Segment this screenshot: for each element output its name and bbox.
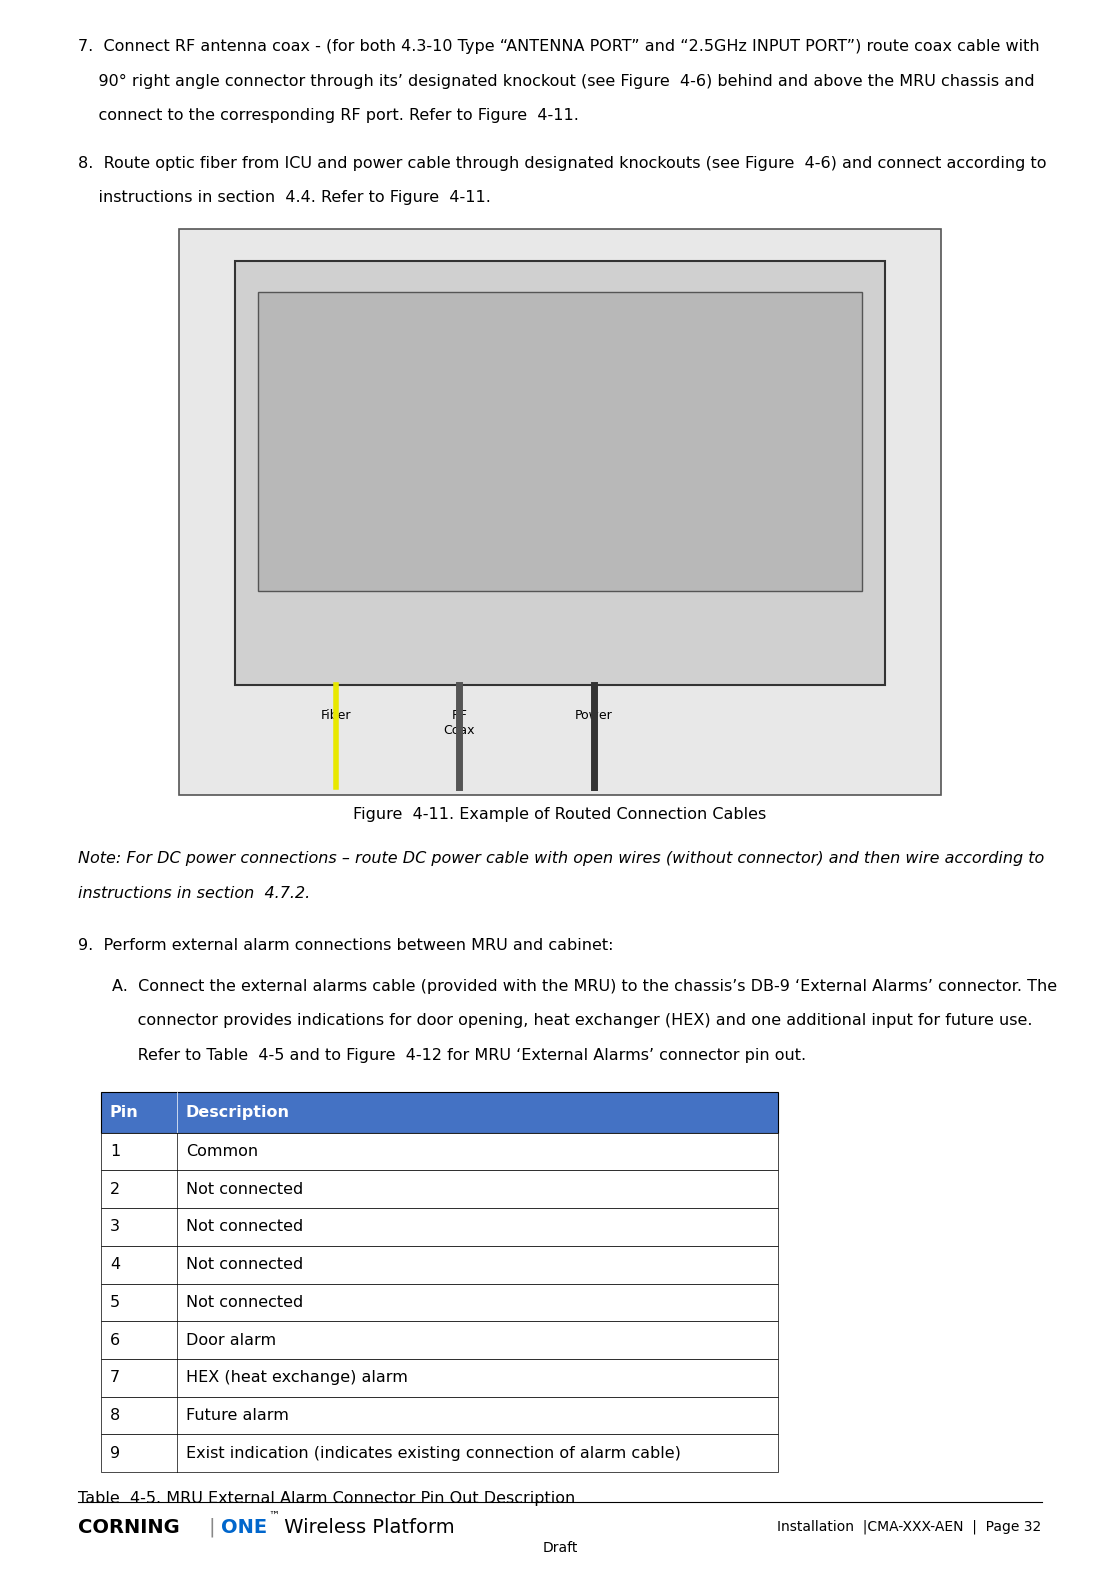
Text: instructions in section  4.7.2.: instructions in section 4.7.2.: [78, 886, 310, 902]
Text: ONE: ONE: [221, 1518, 267, 1536]
Bar: [101, 1092, 778, 1133]
Text: connector provides indications for door opening, heat exchanger (HEX) and one ad: connector provides indications for door …: [112, 1013, 1033, 1029]
Text: 4: 4: [110, 1257, 120, 1273]
Text: A.  Connect the external alarms cable (provided with the MRU) to the chassis’s D: A. Connect the external alarms cable (pr…: [112, 979, 1057, 994]
Text: Draft: Draft: [542, 1541, 578, 1555]
Text: Table  4-5. MRU External Alarm Connector Pin Out Description: Table 4-5. MRU External Alarm Connector …: [78, 1491, 576, 1507]
Bar: [258, 292, 862, 591]
Text: 9: 9: [110, 1445, 120, 1461]
Text: 1: 1: [110, 1144, 120, 1159]
Text: HEX (heat exchange) alarm: HEX (heat exchange) alarm: [186, 1370, 408, 1386]
Text: Description: Description: [186, 1104, 290, 1120]
Bar: [235, 261, 885, 685]
Text: Exist indication (indicates existing connection of alarm cable): Exist indication (indicates existing con…: [186, 1445, 681, 1461]
Text: Future alarm: Future alarm: [186, 1408, 289, 1423]
Text: Figure  4-11. Example of Routed Connection Cables: Figure 4-11. Example of Routed Connectio…: [354, 807, 766, 823]
Text: 2: 2: [110, 1181, 120, 1197]
Text: connect to the corresponding RF port. Refer to Figure  4-11.: connect to the corresponding RF port. Re…: [78, 108, 579, 124]
Bar: [101, 1397, 778, 1434]
Text: 3: 3: [110, 1219, 120, 1235]
Text: Fiber: Fiber: [320, 709, 352, 721]
Text: Common: Common: [186, 1144, 258, 1159]
Text: Note: For DC power connections – route DC power cable with open wires (without c: Note: For DC power connections – route D…: [78, 851, 1045, 867]
Text: 7.  Connect RF antenna coax - (for both 4.3-10 Type “ANTENNA PORT” and “2.5GHz I: 7. Connect RF antenna coax - (for both 4…: [78, 39, 1040, 55]
Text: 7: 7: [110, 1370, 120, 1386]
Text: 6: 6: [110, 1332, 120, 1348]
Bar: [101, 1133, 778, 1170]
Text: instructions in section  4.4. Refer to Figure  4-11.: instructions in section 4.4. Refer to Fi…: [78, 190, 492, 206]
Bar: [101, 1246, 778, 1284]
Text: Wireless Platform: Wireless Platform: [278, 1518, 455, 1536]
Text: 8: 8: [110, 1408, 120, 1423]
Text: |: |: [208, 1518, 215, 1536]
Bar: [101, 1208, 778, 1246]
Bar: [101, 1170, 778, 1208]
Text: Not connected: Not connected: [186, 1257, 304, 1273]
Bar: [101, 1359, 778, 1397]
Text: CORNING: CORNING: [78, 1518, 180, 1536]
Text: Not connected: Not connected: [186, 1181, 304, 1197]
Text: RF
Coax: RF Coax: [444, 709, 475, 737]
Text: Not connected: Not connected: [186, 1295, 304, 1310]
Bar: [101, 1434, 778, 1472]
Text: ™: ™: [269, 1511, 280, 1521]
Text: Not connected: Not connected: [186, 1219, 304, 1235]
Text: 8.  Route optic fiber from ICU and power cable through designated knockouts (see: 8. Route optic fiber from ICU and power …: [78, 156, 1047, 171]
Bar: [179, 229, 941, 795]
Text: 9.  Perform external alarm connections between MRU and cabinet:: 9. Perform external alarm connections be…: [78, 938, 614, 954]
Text: Power: Power: [575, 709, 613, 721]
Text: Pin: Pin: [110, 1104, 139, 1120]
Text: 5: 5: [110, 1295, 120, 1310]
Bar: [101, 1321, 778, 1359]
Text: Door alarm: Door alarm: [186, 1332, 276, 1348]
Text: Refer to Table  4-5 and to Figure  4-12 for MRU ‘External Alarms’ connector pin : Refer to Table 4-5 and to Figure 4-12 fo…: [112, 1048, 806, 1064]
Bar: [101, 1284, 778, 1321]
Text: 90° right angle connector through its’ designated knockout (see Figure  4-6) beh: 90° right angle connector through its’ d…: [78, 74, 1035, 90]
Text: Installation  |CMA-XXX-AEN  |  Page 32: Installation |CMA-XXX-AEN | Page 32: [777, 1519, 1042, 1535]
